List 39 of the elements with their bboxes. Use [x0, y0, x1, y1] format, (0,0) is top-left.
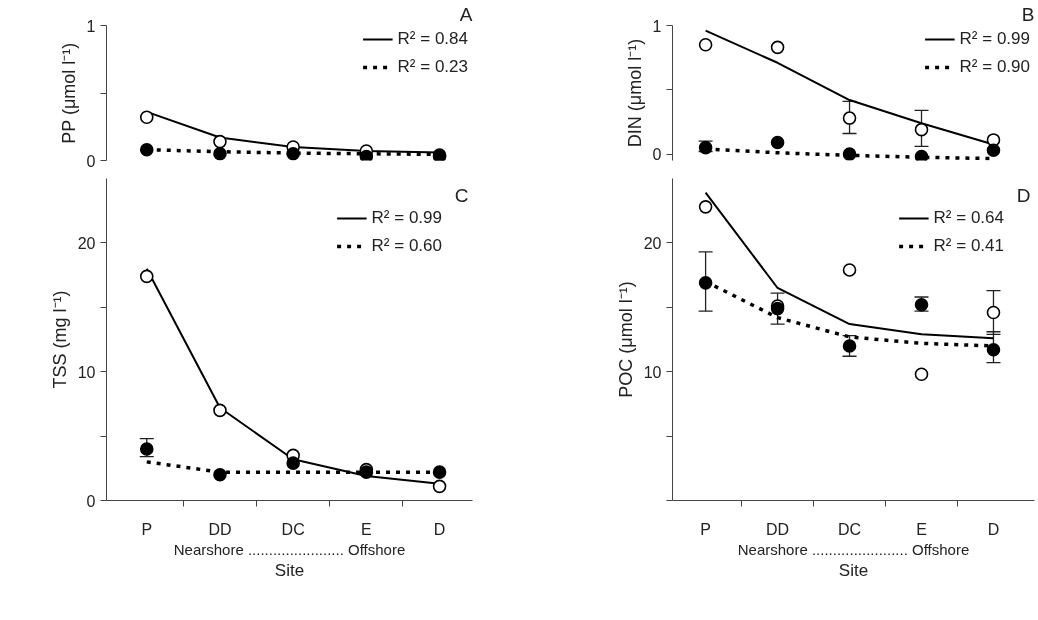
x-tick-label: DC — [281, 520, 305, 538]
y-tick-label: 20 — [643, 234, 662, 252]
y-tick-label: 10 — [643, 363, 662, 381]
y-tick-label: 0 — [86, 152, 96, 170]
x-tick-label: DD — [766, 520, 790, 538]
chart-title: C — [454, 184, 469, 206]
y-tick-label: 20 — [77, 234, 96, 252]
x-tick-label: DD — [208, 520, 232, 538]
x-tick-label: P — [700, 520, 711, 538]
legend-label: R² = 0.41 — [933, 236, 1004, 256]
legend-label: R² = 0.99 — [371, 208, 442, 228]
x-tick-label: D — [987, 520, 1000, 538]
x-tick-label: E — [916, 520, 927, 538]
legend-label: R² = 0.64 — [933, 208, 1004, 228]
y-axis-title: PP (μmol l⁻¹) — [58, 42, 79, 144]
x-axis-title: Site — [838, 560, 869, 580]
legend-label: R² = 0.99 — [959, 29, 1030, 49]
text: Nearshore ....................... Offshore — [173, 540, 406, 558]
chart-title: A — [459, 3, 473, 25]
y-tick-label: 1 — [86, 17, 96, 35]
y-tick-label: 0 — [86, 492, 96, 510]
legend-label: R² = 0.90 — [959, 57, 1030, 77]
chart-title: B — [1021, 3, 1035, 25]
legend-label: R² = 0.60 — [371, 236, 442, 256]
x-tick-label: DC — [837, 520, 862, 538]
y-axis-title: POC (μmol l⁻¹) — [615, 281, 636, 398]
legend-label: R² = 0.23 — [397, 57, 468, 77]
x-tick-label: P — [141, 520, 153, 538]
x-tick-label: D — [433, 520, 446, 538]
x-axis-title: Site — [274, 560, 305, 580]
legend-label: R² = 0.84 — [397, 29, 468, 49]
x-tick-label: E — [361, 520, 372, 538]
y-tick-label: 10 — [77, 363, 96, 381]
y-axis-title: DIN (μmol l⁻¹) — [624, 38, 645, 148]
text: Nearshore ....................... Offshore — [737, 540, 970, 558]
y-tick-label: 1 — [652, 17, 662, 35]
y-axis-title: TSS (mg l⁻¹) — [49, 290, 70, 389]
chart-title: D — [1016, 184, 1031, 206]
y-tick-label: 0 — [652, 146, 662, 164]
